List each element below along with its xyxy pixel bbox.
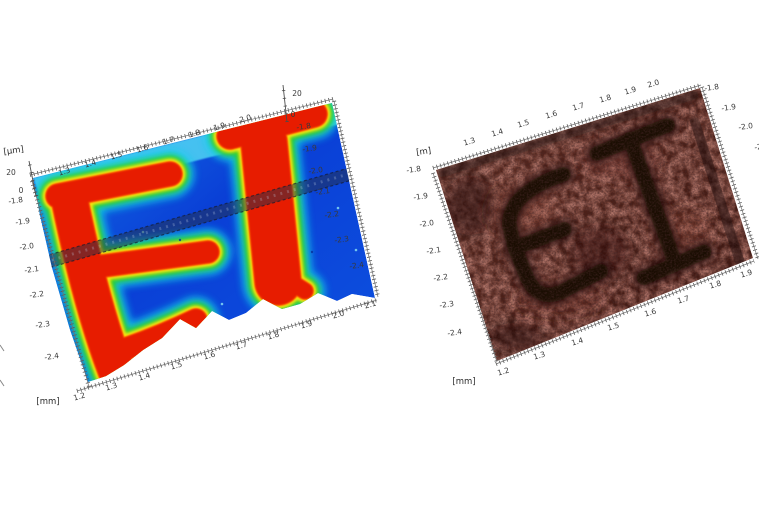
tick-label: -2.3 <box>439 299 455 310</box>
tick-label: 1.3 <box>57 166 71 178</box>
tick-label: 1.5 <box>169 360 183 372</box>
tick-label: 1.4 <box>490 127 504 139</box>
xy-unit-label: [mm] <box>36 397 59 407</box>
tick-label: 2.1 <box>363 299 377 311</box>
tick-label: 1.8 <box>598 93 612 105</box>
tick-label: -1.8 <box>406 164 422 175</box>
tick-label: -1.8 <box>704 82 720 93</box>
x-axis-top <box>432 84 702 169</box>
tick-label: -1.9 <box>302 143 318 154</box>
tick-label: -2.1 <box>315 186 331 197</box>
z-tick-label: 0 <box>291 110 296 119</box>
tick-label: 1.6 <box>202 350 216 362</box>
tick-label: 1.4 <box>570 336 584 348</box>
tick-label: 1.9 <box>739 268 753 280</box>
y-unit-label: [m] <box>416 146 432 158</box>
tick-label: -2.3 <box>35 319 51 330</box>
tick-label: 1.3 <box>462 136 476 148</box>
tick-label: -2.1 <box>24 264 40 275</box>
tick-label: -2.2 <box>29 289 45 300</box>
surface-plot-texture: [m] 1.3 1.4 1.5 1.6 1.7 1.8 1.9 2.0 1.2 … <box>406 78 759 387</box>
tick-label: 1.8 <box>266 330 280 342</box>
x-axis-bottom <box>495 260 755 365</box>
tick-label: -2.0 <box>19 241 35 252</box>
tick-label: 1.8 <box>187 128 201 140</box>
tick-label: -1.9 <box>413 191 429 202</box>
tick-label: -1.8 <box>296 121 312 132</box>
tick-label: 1.3 <box>104 381 118 393</box>
tick-label: 1.9 <box>212 121 226 133</box>
tick-label: 1.7 <box>676 294 690 306</box>
tick-label: -2.0 <box>419 218 435 229</box>
z-tick-label: 20 <box>292 89 302 98</box>
axes-right-plot <box>431 82 759 366</box>
surface-texture-canvas <box>436 88 753 361</box>
crop-artifact <box>0 344 5 387</box>
tick-label: 1.8 <box>708 279 722 291</box>
tick-label: -2.3 <box>334 234 350 245</box>
tick-label: 1.5 <box>516 118 530 130</box>
y-axis-right <box>333 100 379 298</box>
z-axis-left <box>28 160 37 197</box>
tick-label: 1.6 <box>643 307 657 319</box>
tick-label: 1.5 <box>606 321 620 333</box>
tick-label: 1.7 <box>234 340 248 352</box>
tick-label: 1.6 <box>544 109 558 121</box>
tick-label: -2.4 <box>447 327 463 338</box>
tick-label: 1.9 <box>299 319 313 331</box>
tick-label: 1.3 <box>532 350 546 362</box>
surface-plot-colormap: [µm] 20 0 20 0 1.3 1.4 1.5 1.6 1.7 1.8 1… <box>0 84 381 407</box>
y-axis-left <box>432 172 498 363</box>
surface-colormap-canvas <box>33 103 375 382</box>
tick-label: 1.5 <box>109 150 123 162</box>
tick-label: -2.2 <box>324 209 340 220</box>
tick-label: -2.0 <box>308 165 324 176</box>
tick-label: -2.1 <box>754 141 759 152</box>
tick-label: -2.4 <box>349 260 365 271</box>
tick-label: 1.7 <box>161 135 175 147</box>
tick-label: 2.0 <box>331 309 345 321</box>
tick-label: -2.1 <box>426 245 442 256</box>
tick-label: -1.9 <box>15 216 31 227</box>
y-axis-right <box>701 86 759 260</box>
xy-unit-label: [mm] <box>452 377 475 387</box>
texture-noise-fine <box>436 88 753 361</box>
y-axis-left <box>31 180 90 388</box>
profile-path-overlay <box>44 166 353 270</box>
z-tick-label: 0 <box>19 186 24 195</box>
tick-label: 1.4 <box>137 371 151 383</box>
tick-label: -2.2 <box>433 272 449 283</box>
x-axis-top <box>29 98 334 176</box>
tick-label: 2.0 <box>646 78 660 90</box>
tick-label: 1.9 <box>623 85 637 97</box>
z-unit-label: [µm] <box>3 145 25 158</box>
tick-label: 1.2 <box>72 391 86 403</box>
x-axis-bottom <box>76 299 378 392</box>
tick-label: 1.7 <box>571 101 585 113</box>
tick-label: 2.0 <box>238 113 252 125</box>
tick-label: -2.4 <box>44 351 60 362</box>
axes-left-plot <box>0 84 381 394</box>
tick-label: -1.8 <box>8 195 24 206</box>
tick-label: 1.2 <box>496 366 510 378</box>
z-axis-right <box>282 84 288 123</box>
z-tick-label: 20 <box>6 168 16 177</box>
tick-label: -2.0 <box>738 121 754 132</box>
tick-label: 1.4 <box>83 158 97 170</box>
tick-label: 1.6 <box>135 143 149 155</box>
tick-label: -1.9 <box>721 102 737 113</box>
